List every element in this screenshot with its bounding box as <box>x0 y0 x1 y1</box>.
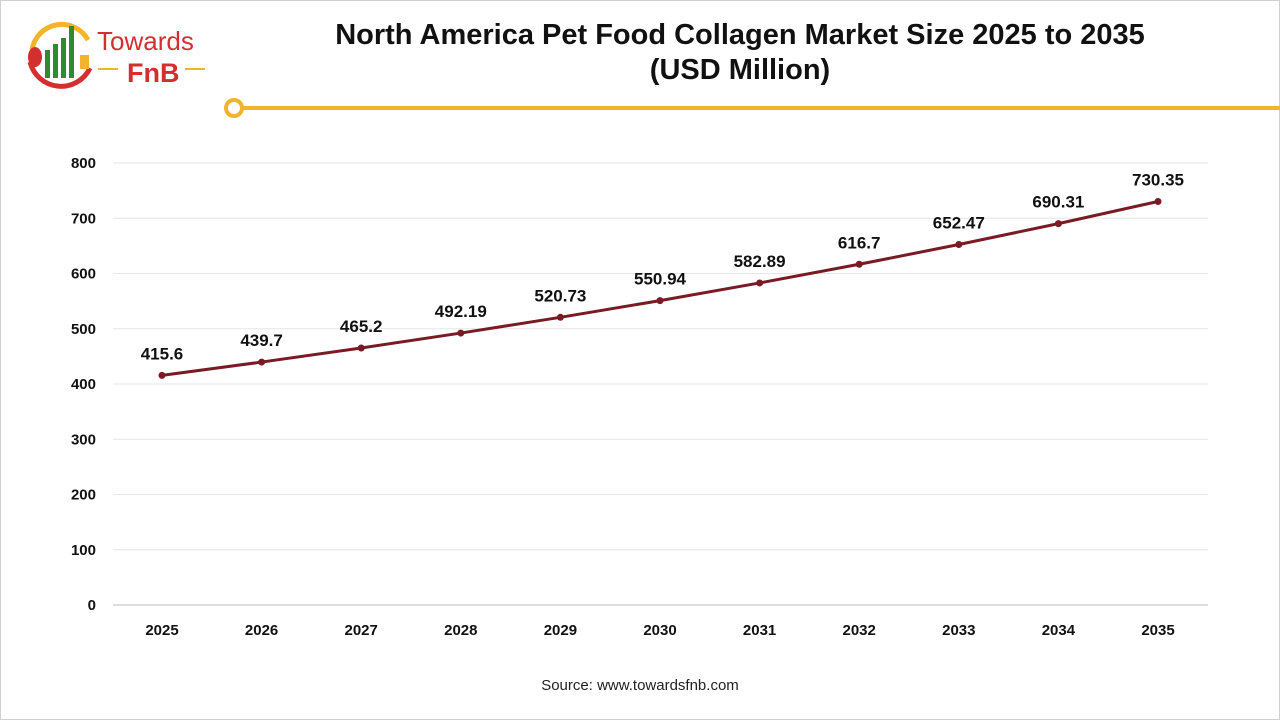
data-label: 520.73 <box>534 286 586 305</box>
data-point <box>457 329 465 337</box>
x-tick-label: 2028 <box>444 622 477 639</box>
data-point <box>756 279 764 287</box>
data-point <box>1154 197 1162 205</box>
y-tick-label: 200 <box>71 487 96 504</box>
data-point <box>556 313 564 321</box>
y-tick-label: 100 <box>71 542 96 559</box>
chart-title-block: North America Pet Food Collagen Market S… <box>300 18 1180 88</box>
data-label: 690.31 <box>1032 193 1084 212</box>
y-tick-label: 800 <box>71 155 96 172</box>
data-label: 550.94 <box>634 270 687 289</box>
x-tick-label: 2025 <box>145 622 178 639</box>
y-tick-label: 500 <box>71 321 96 338</box>
data-label: 616.7 <box>838 233 881 252</box>
data-label: 492.19 <box>435 302 487 321</box>
y-tick-label: 0 <box>88 597 96 614</box>
data-label: 730.35 <box>1132 170 1184 189</box>
x-tick-label: 2030 <box>643 622 676 639</box>
data-label: 582.89 <box>734 252 786 271</box>
data-label: 415.6 <box>141 344 184 363</box>
y-tick-label: 600 <box>71 266 96 283</box>
x-tick-label: 2035 <box>1141 622 1174 639</box>
data-point <box>158 371 166 379</box>
data-point <box>1054 220 1062 228</box>
y-tick-label: 700 <box>71 210 96 227</box>
chart-subtitle: (USD Million) <box>649 54 831 86</box>
data-label: 465.2 <box>340 317 383 336</box>
y-tick-label: 300 <box>71 431 96 448</box>
data-point <box>656 297 664 305</box>
data-point <box>955 241 963 249</box>
data-label: 439.7 <box>240 331 283 350</box>
x-tick-label: 2027 <box>345 622 378 639</box>
x-tick-label: 2033 <box>942 622 975 639</box>
x-tick-label: 2026 <box>245 622 278 639</box>
data-point <box>258 358 266 366</box>
x-tick-label: 2031 <box>743 622 776 639</box>
data-label: 652.47 <box>933 214 985 233</box>
x-tick-label: 2034 <box>1042 622 1076 639</box>
brand-name-top: Towards <box>97 26 194 56</box>
brand-logo: Towards FnB <box>27 21 205 89</box>
brand-name-bottom: FnB <box>127 58 179 88</box>
source-note: Source: www.towardsfnb.com <box>541 677 739 694</box>
x-tick-label: 2032 <box>843 622 876 639</box>
accent-rule <box>224 98 1280 118</box>
y-tick-label: 400 <box>71 376 96 393</box>
data-point <box>357 344 365 352</box>
data-point <box>855 260 863 268</box>
chart-title: North America Pet Food Collagen Market S… <box>335 19 1145 51</box>
x-tick-label: 2029 <box>544 622 577 639</box>
